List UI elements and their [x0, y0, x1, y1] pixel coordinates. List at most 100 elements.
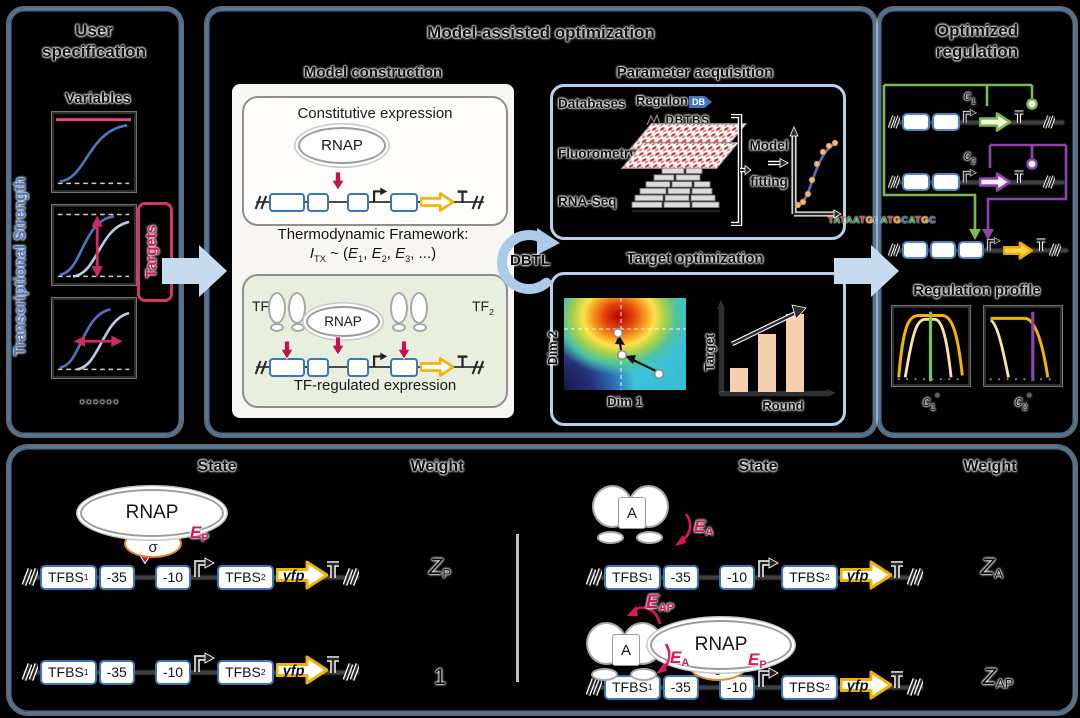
dbtl-label: DBTL	[510, 252, 550, 269]
optimized-regulation-title: Optimized regulation	[935, 21, 1019, 61]
state-row-a: A EA TFBS 1 -35 -10 TFBS 2 yfp	[586, 485, 966, 592]
rnap-binding-gap	[331, 171, 345, 213]
dna-box	[902, 241, 928, 259]
tf-regulated-construct	[254, 336, 486, 378]
state-row-empty: TFBS 1 -35 -10 TFBS 2 yfp	[22, 642, 402, 702]
binding-arrow-icon	[331, 171, 345, 191]
regulation-profile-plot-c2	[984, 306, 1062, 386]
dna-box-tfbs1	[269, 340, 305, 377]
states-weights-panel: State Weight State Weight σ RNAP EP TFBS…	[8, 446, 1076, 714]
terminator-icon	[457, 189, 468, 203]
fitting-plot	[789, 126, 842, 219]
gene-arrow-purple	[979, 172, 1011, 192]
dna-break-icon	[586, 678, 602, 696]
rnap-binding-gap	[331, 336, 345, 378]
table-divider	[516, 534, 519, 682]
promoter-icon	[758, 557, 780, 577]
model-assisted-optimization-panel: Model-assisted optimization Model constr…	[206, 8, 936, 436]
gene-arrow-yellow	[1003, 240, 1033, 260]
fluorometry-label: Fluorometry	[558, 146, 637, 161]
dna-break-icon	[254, 360, 267, 374]
tfbs2-box: TFBS 2	[217, 564, 274, 590]
dna-break-icon	[22, 663, 38, 681]
regulation-profile-plot-c1	[892, 306, 970, 386]
target-axis-label: Target	[703, 333, 717, 371]
round-bar-2	[758, 334, 776, 392]
promoter-icon	[986, 236, 1001, 250]
yfp-gene-arrow: yfp	[839, 670, 893, 705]
tfbs2-box: TFBS 2	[781, 564, 838, 590]
regulation-profile-heading: Regulation profile	[913, 282, 1041, 299]
thermo-framework-formula: ITX ~ (E1, E2, E3, ...)	[309, 245, 437, 264]
rnap-ellipse: RNAP	[298, 127, 386, 164]
minus35-box: -35	[98, 659, 135, 685]
yfp-gene-arrow: yfp	[839, 560, 893, 595]
ep-energy-label: EP	[190, 523, 209, 544]
dna-break-icon	[342, 663, 359, 681]
terminator-icon	[890, 671, 903, 688]
dim1-axis-label: Dim 1	[607, 394, 643, 409]
dna-box	[307, 192, 329, 212]
regulondb-logo: Regulon DB	[636, 92, 712, 110]
sigmoid-range-curves	[57, 213, 130, 278]
binding-arrow-icon	[280, 340, 294, 360]
dna-break-icon	[888, 175, 900, 189]
model-opt-title: Model-assisted optimization	[427, 23, 655, 42]
fit-arrow-icon	[768, 157, 789, 169]
terminator-icon	[326, 561, 339, 578]
targets-label: Targets	[143, 224, 160, 278]
target-y-axis-arrow	[717, 300, 725, 309]
dna-break-icon	[906, 568, 923, 586]
promoter-icon	[758, 667, 780, 687]
dna-break-icon	[1043, 115, 1055, 129]
circuit-2	[888, 168, 1066, 196]
dna-box	[390, 192, 418, 212]
dna-box	[307, 357, 329, 377]
construct-row-a: TFBS 1 -35 -10 TFBS 2 yfp	[586, 557, 925, 595]
dna-box	[930, 241, 956, 259]
sigmoid-shift-curves	[57, 308, 130, 371]
c2-star-label: c2*	[1014, 392, 1032, 412]
tf2-label: TF2	[472, 298, 494, 317]
weight-za: ZA	[980, 554, 1004, 581]
tfbs2-box: TFBS 2	[217, 659, 274, 685]
more-variables-ellipsis: ......	[79, 388, 121, 407]
dbtbs-icon	[646, 112, 661, 126]
minus10-box: -10	[154, 659, 192, 685]
constitutive-construct	[254, 171, 486, 213]
constitutive-label: Constitutive expression	[297, 105, 453, 122]
dna-break-icon	[1043, 175, 1055, 189]
dna-break-icon	[906, 678, 923, 696]
spacer-gap	[137, 657, 153, 687]
promoter-icon	[962, 108, 977, 122]
dna-box-tfbs2	[390, 340, 418, 377]
variables-label: Variables	[65, 90, 131, 107]
dna-box	[932, 173, 960, 191]
dna-break-icon	[888, 115, 900, 129]
user-spec-title: User specification	[42, 21, 146, 61]
gene-arrow-yellow	[420, 357, 454, 377]
terminator-icon	[326, 656, 339, 673]
promoter-icon	[194, 652, 216, 672]
model-construction-box: Constitutive expression RNAP Thermodynam…	[232, 84, 514, 418]
sigmoid-max-curve	[56, 118, 131, 185]
binding-arrow-icon	[397, 340, 411, 360]
dna-break-icon	[471, 195, 484, 209]
minus10-box: -10	[718, 564, 756, 590]
optimization-path-overlay	[564, 298, 686, 390]
round-axis-label: Round	[762, 398, 804, 413]
gene-arrow-yellow	[420, 192, 454, 212]
dna-box	[347, 357, 369, 377]
eap-energy-label: EAP	[646, 592, 674, 614]
variable-plot-range	[52, 205, 136, 285]
sequencing-reads-icon	[631, 168, 720, 213]
optimized-regulation-panel: Optimized regulation c1 c2	[878, 8, 1076, 436]
tfbs1-box: TFBS 1	[40, 564, 97, 590]
ea-energy-label: EA	[670, 648, 690, 669]
tf2-protein-icon	[390, 292, 430, 338]
minus10-box: -10	[154, 564, 192, 590]
terminator-icon	[457, 354, 468, 368]
tf1-protein-icon	[268, 292, 308, 338]
circuit-3	[888, 236, 1070, 264]
construct-row-p: TFBS 1 -35 -10 TFBS 2 yfp	[22, 538, 361, 592]
